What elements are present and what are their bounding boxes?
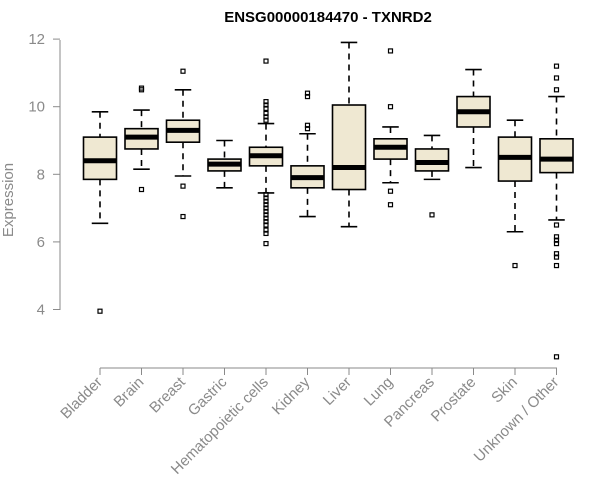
box-group: [414, 134, 450, 218]
outlier-point: [304, 93, 311, 100]
x-tick-label: Bladder: [57, 374, 106, 423]
box-group: [165, 68, 201, 220]
box-group: [207, 139, 242, 189]
outlier-point: [263, 230, 269, 237]
box-group: [456, 68, 491, 169]
x-tick-label: Brain: [111, 374, 148, 411]
outlier-point: [138, 186, 145, 193]
outlier-point: [304, 122, 311, 128]
outlier-point: [263, 227, 269, 233]
outlier-point: [263, 117, 269, 123]
y-tick-label: 4: [37, 302, 45, 319]
outlier-point: [138, 85, 145, 91]
outlier-point: [553, 222, 560, 228]
iqr-box: [82, 136, 118, 181]
x-tick-label: Liver: [320, 374, 355, 409]
iqr-box: [414, 148, 450, 172]
outlier-point: [180, 213, 186, 220]
box-group: [290, 90, 325, 218]
outlier-point: [263, 208, 269, 215]
outlier-point: [263, 205, 269, 211]
outlier-point: [263, 114, 269, 120]
outlier-point: [180, 68, 186, 74]
outlier-point: [263, 58, 269, 64]
outlier-point: [429, 212, 435, 218]
box-group: [248, 58, 284, 247]
outlier-point: [553, 87, 560, 93]
y-tick-label: 12: [28, 31, 45, 48]
box-group: [124, 85, 159, 193]
outlier-point: [387, 202, 394, 208]
outlier-point: [263, 105, 269, 111]
x-tick-label: Lung: [361, 374, 397, 410]
outlier-point: [553, 240, 560, 247]
outlier-point: [97, 308, 103, 314]
y-axis-label: Expression: [0, 163, 17, 237]
outlier-point: [263, 222, 269, 228]
outlier-point: [553, 254, 560, 260]
outlier-point: [387, 188, 394, 194]
x-tick-label: Prostate: [428, 374, 480, 426]
outlier-point: [387, 48, 394, 54]
outlier-point: [304, 90, 311, 96]
outlier-point: [553, 354, 560, 360]
outlier-point: [553, 237, 560, 243]
x-tick-label: Breast: [146, 373, 189, 416]
outlier-point: [553, 75, 560, 81]
outlier-point: [263, 99, 269, 105]
outlier-point: [553, 63, 560, 69]
chart-title: ENSG00000184470 - TXNRD2: [224, 9, 432, 26]
box-group: [373, 48, 408, 208]
iqr-box: [331, 104, 367, 191]
outlier-point: [553, 234, 560, 240]
box-group: [497, 119, 533, 269]
outlier-point: [263, 215, 269, 221]
outlier-point: [263, 212, 269, 218]
outlier-point: [263, 198, 269, 204]
x-tick-label: Skin: [488, 374, 521, 407]
outlier-point: [553, 251, 560, 257]
outlier-point: [263, 102, 269, 108]
outlier-point: [263, 110, 269, 117]
outlier-point: [304, 126, 311, 132]
x-tick-label: Kidney: [269, 373, 314, 418]
box-group: [82, 110, 118, 314]
outlier-point: [553, 262, 560, 269]
boxes: [82, 41, 574, 360]
outlier-point: [263, 195, 269, 201]
y-tick-label: 10: [28, 99, 45, 116]
box-group: [331, 41, 367, 228]
y-tick-label: 6: [37, 234, 45, 251]
iqr-box: [539, 138, 574, 174]
outlier-point: [387, 104, 394, 110]
y-ticks: 4 6 8 10 12: [28, 31, 60, 319]
outlier-point: [263, 240, 269, 247]
box-group: [539, 63, 574, 360]
y-tick-label: 8: [37, 166, 45, 183]
outlier-point: [263, 202, 269, 208]
outlier-point: [512, 262, 518, 269]
outlier-point: [263, 191, 269, 198]
outlier-point: [180, 183, 186, 189]
outlier-point: [263, 219, 269, 225]
